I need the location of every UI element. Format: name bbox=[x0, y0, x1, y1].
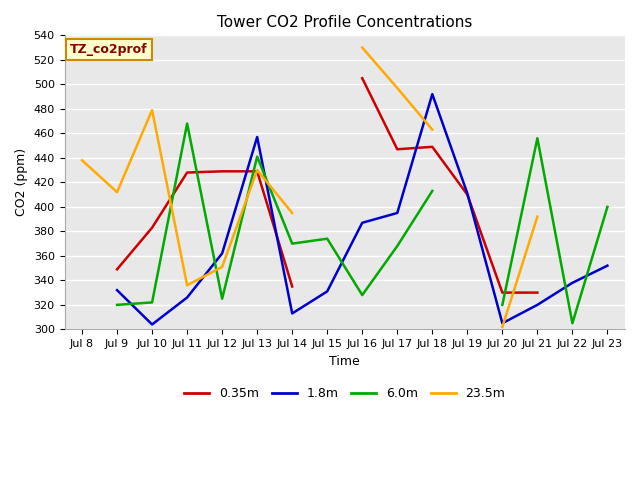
Legend: 0.35m, 1.8m, 6.0m, 23.5m: 0.35m, 1.8m, 6.0m, 23.5m bbox=[179, 383, 511, 406]
Y-axis label: CO2 (ppm): CO2 (ppm) bbox=[15, 148, 28, 216]
Title: Tower CO2 Profile Concentrations: Tower CO2 Profile Concentrations bbox=[217, 15, 472, 30]
X-axis label: Time: Time bbox=[330, 355, 360, 368]
Text: TZ_co2prof: TZ_co2prof bbox=[70, 43, 148, 56]
